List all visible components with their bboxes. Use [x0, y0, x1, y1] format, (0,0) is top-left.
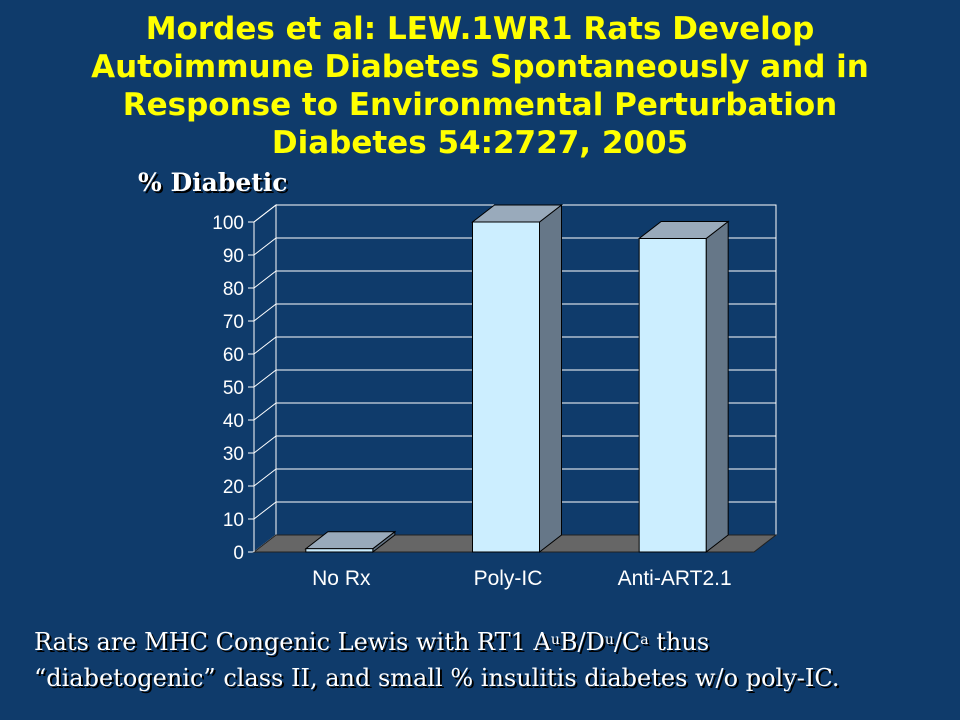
gridline-70: [253, 303, 776, 322]
title-line-4: Diabetes 54:2727, 2005: [271, 125, 689, 161]
title-line-3: Response to Environmental Perturbation: [122, 87, 838, 123]
caption-mid-b: B/D: [559, 628, 605, 656]
title-line-1: Mordes et al: LEW.1WR1 Rats Develop: [145, 11, 815, 47]
bar-1: [472, 221, 540, 553]
y-tick-label-10: 10: [223, 510, 244, 531]
y-tick-label-70: 70: [223, 312, 244, 333]
y-tick-label-60: 60: [223, 345, 244, 366]
y-tick-label-80: 80: [223, 279, 244, 300]
title-line-2: Autoimmune Diabetes Spontaneously and in: [91, 49, 869, 85]
gridline-30: [253, 435, 776, 454]
caption-mid-c: /C: [613, 628, 641, 656]
y-tick-label-100: 100: [212, 213, 244, 234]
gridline-100: [253, 204, 776, 223]
caption-line-2: “diabetogenic” class II, and small % ins…: [34, 664, 840, 692]
x-tick-label-1: Poly-IC: [474, 567, 543, 590]
gridline-60: [253, 336, 776, 355]
caption-sup-c: a: [640, 632, 649, 648]
gridline-90: [253, 237, 776, 256]
y-tick-label-20: 20: [223, 477, 244, 498]
caption-line-1: Rats are MHC Congenic Lewis with RT1 AuB…: [34, 624, 934, 660]
y-tick-label-30: 30: [223, 444, 244, 465]
x-tick-label-0: No Rx: [312, 567, 371, 590]
y-axis-label: % Diabetic: [138, 168, 288, 197]
y-tick-label-50: 50: [223, 378, 244, 399]
caption-line-1-prefix: Rats are MHC Congenic Lewis with RT1 A: [34, 628, 551, 656]
bar-side-2: [705, 220, 729, 554]
bar-0: [305, 548, 374, 553]
y-tick-label-0: 0: [233, 543, 244, 564]
x-tick-label-2: Anti-ART2.1: [618, 567, 732, 590]
bar-side-1: [539, 203, 562, 554]
caption-sup-b: u: [604, 632, 614, 648]
slide-title: Mordes et al: LEW.1WR1 Rats Develop Auto…: [0, 10, 960, 162]
gridline-40: [253, 402, 776, 421]
bar-2: [638, 238, 707, 553]
gridline-50: [253, 369, 776, 388]
caption-line-1-suffix: thus: [648, 628, 710, 656]
gridline-20: [253, 468, 776, 487]
gridline-10: [253, 501, 776, 520]
gridline-80: [253, 270, 776, 289]
y-tick-label-90: 90: [223, 246, 244, 267]
y-tick-label-40: 40: [223, 411, 244, 432]
caption: Rats are MHC Congenic Lewis with RT1 AuB…: [34, 624, 934, 696]
caption-sup-a: u: [550, 632, 560, 648]
